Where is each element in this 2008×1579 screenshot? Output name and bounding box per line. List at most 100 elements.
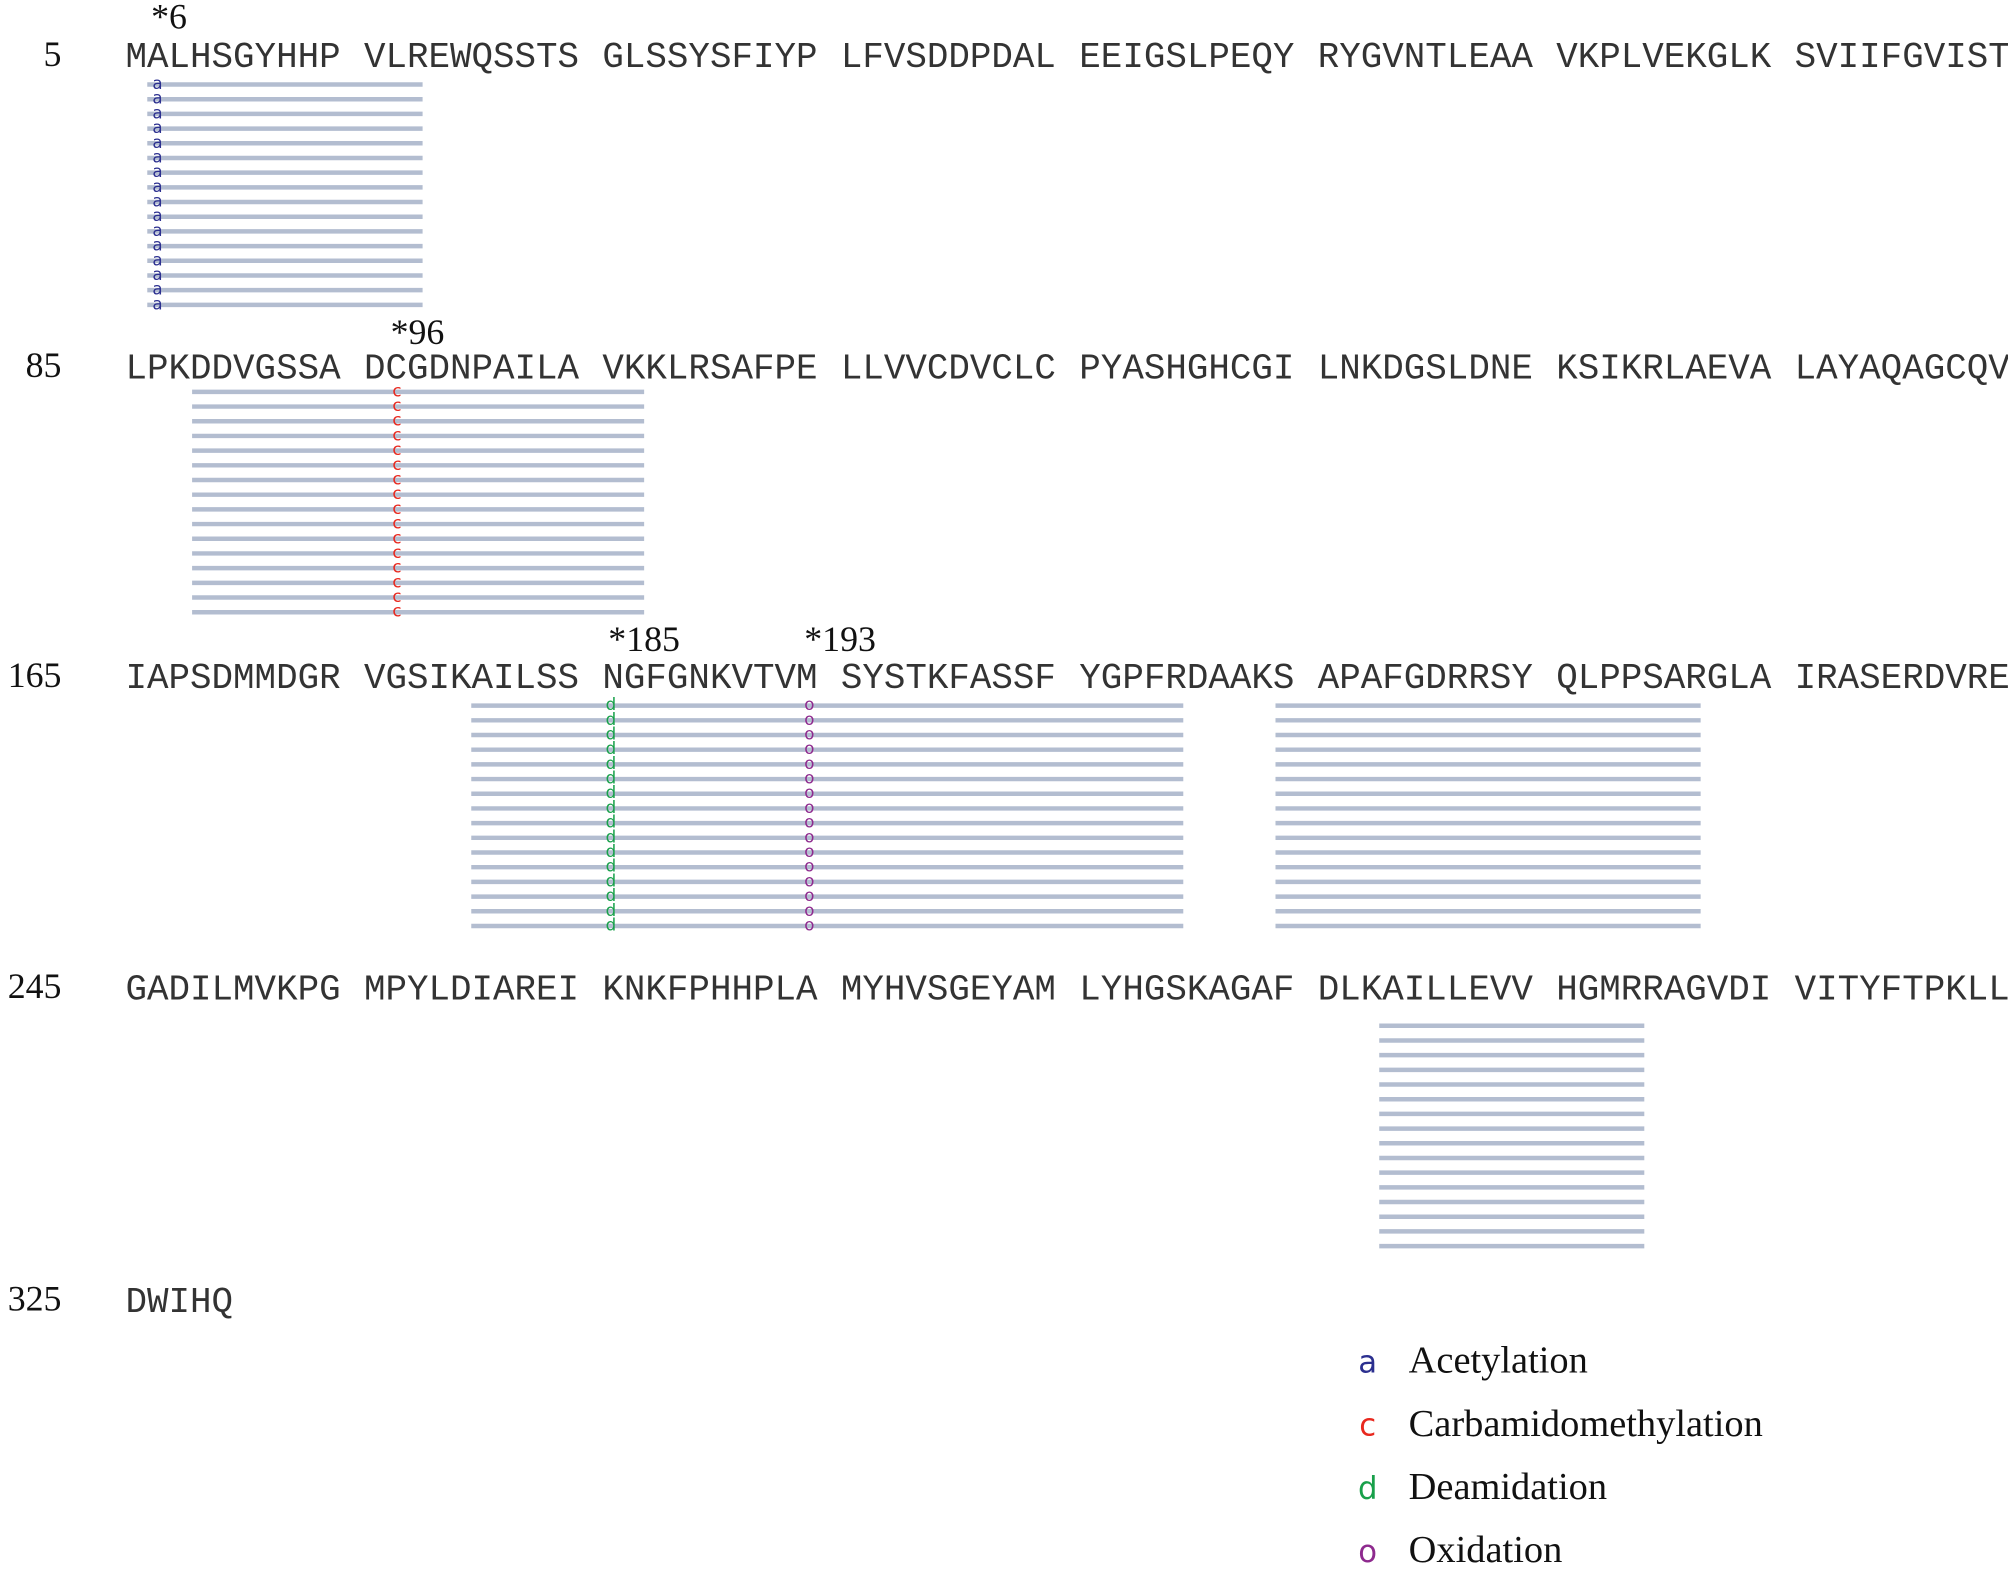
modification: a <box>152 280 162 299</box>
modification: c <box>392 411 401 430</box>
modification: o <box>804 871 814 890</box>
modification: c <box>392 440 401 459</box>
sequence-block: MALHSGYHHP <box>126 37 341 78</box>
modification: d <box>606 739 617 758</box>
modification: o <box>804 827 814 846</box>
row-number: 245 <box>8 966 62 1006</box>
modification: c <box>392 558 401 577</box>
legend-label: Deamidation <box>1409 1466 1607 1508</box>
modification: d <box>606 798 617 817</box>
modification: d <box>606 813 617 832</box>
sequence-block: QLPPSARGLA <box>1556 658 1772 699</box>
modification: d <box>606 842 617 861</box>
modification: c <box>392 381 401 400</box>
modification: o <box>804 783 814 802</box>
site-label: *185 <box>608 619 680 659</box>
sequence-block: IRASERDVRE <box>1795 658 2008 699</box>
sequence-block: SVIIFGVIST <box>1795 37 2008 78</box>
modification: c <box>392 587 401 606</box>
modification: a <box>152 162 162 181</box>
sequence-block: LLVVCDVCLC <box>841 348 1056 389</box>
modification: d <box>606 754 617 773</box>
modification: a <box>152 265 162 284</box>
sequence-block: LYHGSKAGAF <box>1079 969 1294 1010</box>
row-number: 85 <box>26 345 62 385</box>
legend-label: Acetylation <box>1409 1340 1588 1382</box>
modification: d <box>606 695 617 714</box>
sequence-block: GADILMVKPG <box>126 969 341 1010</box>
site-label: *6 <box>151 0 187 37</box>
sequence-block: IAPSDMMDGR <box>126 658 341 699</box>
sequence-block: HGMRRAGVDI <box>1556 969 1771 1010</box>
modification: d <box>606 886 617 905</box>
modification: a <box>152 294 162 313</box>
sequence-block: YGPFRDAAKS <box>1079 658 1294 699</box>
modification: a <box>152 74 162 93</box>
modification: a <box>152 103 162 122</box>
sequence-block: GLSSYSFIYP <box>602 37 817 78</box>
modification: o <box>804 710 814 729</box>
modification: a <box>152 147 162 166</box>
legend-label: Carbamidomethylation <box>1409 1403 1763 1445</box>
modification: c <box>392 499 401 518</box>
sequence-block: KNKFPHHPLA <box>602 969 818 1010</box>
modification: c <box>392 602 401 621</box>
modification: c <box>392 484 401 503</box>
modification: a <box>152 206 162 225</box>
modification: c <box>392 528 401 547</box>
modification: o <box>804 842 814 861</box>
modification: a <box>152 133 162 152</box>
modification: o <box>804 813 814 832</box>
row-number: 5 <box>44 34 62 74</box>
modification: c <box>392 514 401 533</box>
row-number: 165 <box>8 655 62 695</box>
sequence-block: DLKAILLEVV <box>1318 969 1534 1010</box>
legend-symbol: c <box>1359 1407 1376 1443</box>
modification: a <box>152 118 162 137</box>
modification: d <box>606 710 617 729</box>
modification: d <box>606 769 617 788</box>
modification: d <box>606 783 617 802</box>
modification: c <box>392 455 401 474</box>
modification: o <box>804 857 814 876</box>
sequence-block: LFVSDDPDAL <box>841 37 1056 78</box>
modification: d <box>606 724 617 743</box>
modification: d <box>606 915 617 934</box>
modification: o <box>804 769 814 788</box>
sequence-block: LAYAQAGCQV <box>1795 348 2008 389</box>
sequence-block: KSIKRLAEVA <box>1556 348 1772 389</box>
modification: o <box>804 798 814 817</box>
sequence-block: EEIGSLPEQY <box>1079 37 1294 78</box>
modification: o <box>804 915 814 934</box>
modification: d <box>606 827 617 846</box>
modification: a <box>152 89 162 108</box>
modification: c <box>392 396 401 415</box>
modification: d <box>606 871 617 890</box>
row-number: 325 <box>8 1279 62 1319</box>
modification: o <box>804 901 814 920</box>
modification: a <box>152 177 162 196</box>
legend-label: Oxidation <box>1409 1529 1563 1571</box>
modification: a <box>152 192 162 211</box>
modification: d <box>606 901 617 920</box>
sequence-block: LNKDGSLDNE <box>1318 348 1533 389</box>
sequence-block: PYASHGHCGI <box>1079 348 1294 389</box>
sequence-block: MYHVSGEYAM <box>841 969 1056 1010</box>
sequence-block: SYSTKFASSF <box>841 658 1056 699</box>
modification: c <box>392 425 401 444</box>
sequence-block: NGFGNKVTVM <box>602 658 817 699</box>
modification: d <box>606 857 617 876</box>
modification: c <box>392 470 401 489</box>
modification: o <box>804 724 814 743</box>
sequence-block: DCGDNPAILA <box>364 348 580 389</box>
sequence-block: DWIHQ <box>126 1282 234 1323</box>
modification: o <box>804 739 814 758</box>
legend-symbol: o <box>1358 1534 1377 1570</box>
legend-symbol: a <box>1358 1344 1377 1380</box>
sequence-block: RYGVNTLEAA <box>1318 37 1534 78</box>
site-label: *193 <box>804 619 876 659</box>
modification: c <box>392 543 401 562</box>
modification: a <box>152 236 162 255</box>
sequence-block: VGSIKAILSS <box>364 658 579 699</box>
